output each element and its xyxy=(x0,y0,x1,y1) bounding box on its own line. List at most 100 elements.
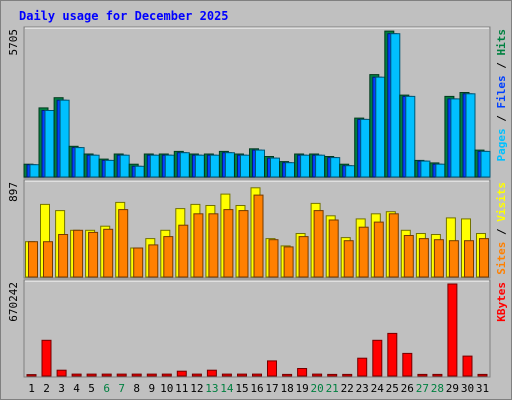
bar-sites-day-9 xyxy=(148,244,159,278)
bar-sites-day-24 xyxy=(373,221,384,278)
y-max-label: 5705 xyxy=(7,29,20,56)
legend-part: Files xyxy=(495,75,508,108)
bar-kbytes-day-26 xyxy=(402,352,413,377)
bar-pages-day-23 xyxy=(360,118,371,178)
x-tick-label: 5 xyxy=(88,382,95,395)
x-tick-label: 28 xyxy=(431,382,444,395)
x-tick-label: 10 xyxy=(160,382,173,395)
bar-sites-day-28 xyxy=(433,239,444,278)
chart-panels: 5705 Pages / Files / Hits 897 Sites / Visit… xyxy=(7,26,508,378)
x-tick-label: 11 xyxy=(175,382,188,395)
x-tick-label: 7 xyxy=(118,382,125,395)
x-tick-label: 29 xyxy=(446,382,459,395)
bar-kbytes-day-20 xyxy=(312,373,323,377)
series-legend-label: Sites / Visits xyxy=(495,182,508,275)
x-tick-label: 3 xyxy=(58,382,65,395)
bar-kbytes-day-9 xyxy=(146,373,157,377)
bar-sites-day-27 xyxy=(418,238,429,278)
x-tick-label: 13 xyxy=(205,382,218,395)
chart-title: Daily usage for December 2025 xyxy=(19,9,229,23)
bar-kbytes-day-2 xyxy=(41,339,52,377)
bar-pages-day-26 xyxy=(405,95,416,178)
bar-kbytes-day-23 xyxy=(357,357,368,377)
panel-frame xyxy=(23,279,491,378)
x-tick-label: 16 xyxy=(250,382,263,395)
bar-pages-day-18 xyxy=(285,162,296,178)
bar-sites-day-1 xyxy=(28,241,38,278)
bar-sites-day-14 xyxy=(223,209,234,278)
y-max-label: 897 xyxy=(7,182,20,202)
x-axis-tick-labels: 1 2 3 4 5 6 7 8 9 10 11 12 13 14 15 16 17 18 19 20 21 22 23 24 2… xyxy=(28,382,489,395)
bar-pages-day-13 xyxy=(209,154,220,178)
x-tick-label: 14 xyxy=(220,382,234,395)
bar-kbytes-day-15 xyxy=(237,373,247,377)
bar-kbytes-day-4 xyxy=(71,373,82,377)
x-tick-label: 31 xyxy=(476,382,489,395)
bar-sites-day-15 xyxy=(238,210,249,278)
bar-kbytes-day-21 xyxy=(327,373,338,377)
bar-sites-day-22 xyxy=(343,240,354,278)
panel-hits-files-pages: 5705 Pages / Files / Hits xyxy=(7,26,508,179)
bar-kbytes-day-10 xyxy=(161,373,172,377)
legend-part: Hits xyxy=(495,29,508,56)
x-tick-label: 15 xyxy=(235,382,248,395)
legend-part: Visits xyxy=(495,182,508,222)
bar-sites-day-10 xyxy=(163,236,174,278)
bar-pages-day-17 xyxy=(270,157,280,178)
bar-sites-day-12 xyxy=(193,213,204,278)
bar-pages-day-1 xyxy=(29,164,40,178)
bar-pages-day-11 xyxy=(179,152,190,178)
series-legend-label: KBytes xyxy=(495,282,508,322)
bar-kbytes-day-29 xyxy=(447,283,458,377)
bar-sites-day-30 xyxy=(464,240,474,278)
bar-kbytes-day-24 xyxy=(372,339,383,377)
x-tick-label: 18 xyxy=(280,382,293,395)
series-legend-label: Pages / Files / Hits xyxy=(495,29,508,162)
bar-sites-day-18 xyxy=(283,246,294,278)
x-tick-label: 30 xyxy=(461,382,474,395)
bar-kbytes-day-6 xyxy=(101,373,112,377)
legend-part: / xyxy=(495,222,508,242)
x-tick-label: 20 xyxy=(310,382,323,395)
bar-pages-day-10 xyxy=(164,154,175,178)
bar-kbytes-day-8 xyxy=(131,373,142,377)
legend-part: / xyxy=(495,56,508,76)
x-tick-label: 12 xyxy=(190,382,203,395)
bar-pages-day-14 xyxy=(224,152,235,178)
x-tick-label: 1 xyxy=(28,382,35,395)
bar-pages-day-19 xyxy=(300,154,311,178)
panel-kbytes: 670242 KBytes xyxy=(7,279,508,378)
bar-kbytes-day-25 xyxy=(387,332,398,377)
bar-sites-day-2 xyxy=(43,241,53,278)
bar-pages-day-9 xyxy=(149,154,160,178)
bar-sites-day-5 xyxy=(88,231,99,278)
x-tick-label: 9 xyxy=(148,382,155,395)
bar-pages-day-3 xyxy=(59,99,70,178)
bar-pages-day-12 xyxy=(194,154,205,178)
bar-pages-day-28 xyxy=(435,163,446,178)
bar-pages-day-6 xyxy=(104,159,115,178)
bar-kbytes-day-30 xyxy=(462,355,473,377)
x-tick-label: 26 xyxy=(401,382,414,395)
panel-visits-sites: 897 Sites / Visits xyxy=(7,179,508,279)
bar-sites-day-19 xyxy=(298,236,309,278)
bar-pages-day-31 xyxy=(480,150,491,178)
bar-pages-day-21 xyxy=(330,157,341,178)
x-tick-label: 22 xyxy=(341,382,354,395)
bar-kbytes-day-11 xyxy=(176,370,187,377)
bar-pages-day-15 xyxy=(240,154,250,178)
bar-pages-day-8 xyxy=(134,165,145,178)
bar-pages-day-2 xyxy=(44,110,55,178)
bar-kbytes-day-7 xyxy=(116,373,127,377)
bar-sites-day-20 xyxy=(313,210,324,278)
x-tick-label: 4 xyxy=(73,382,80,395)
bar-sites-day-29 xyxy=(448,240,459,278)
x-tick-label: 27 xyxy=(416,382,429,395)
bar-sites-day-8 xyxy=(133,247,144,278)
bar-kbytes-day-17 xyxy=(267,360,277,377)
bar-kbytes-day-14 xyxy=(221,373,232,377)
bar-kbytes-day-13 xyxy=(206,369,217,377)
x-tick-label: 17 xyxy=(265,382,278,395)
bar-kbytes-day-31 xyxy=(477,373,488,377)
